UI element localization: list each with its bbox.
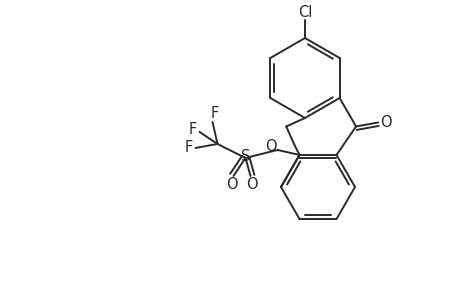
Text: O: O (245, 178, 257, 193)
Text: O: O (380, 115, 391, 130)
Text: S: S (241, 149, 250, 164)
Text: Cl: Cl (297, 4, 312, 20)
Text: F: F (188, 122, 196, 137)
Text: F: F (184, 140, 192, 155)
Text: O: O (225, 178, 237, 193)
Text: O: O (264, 140, 276, 154)
Text: F: F (210, 106, 218, 122)
